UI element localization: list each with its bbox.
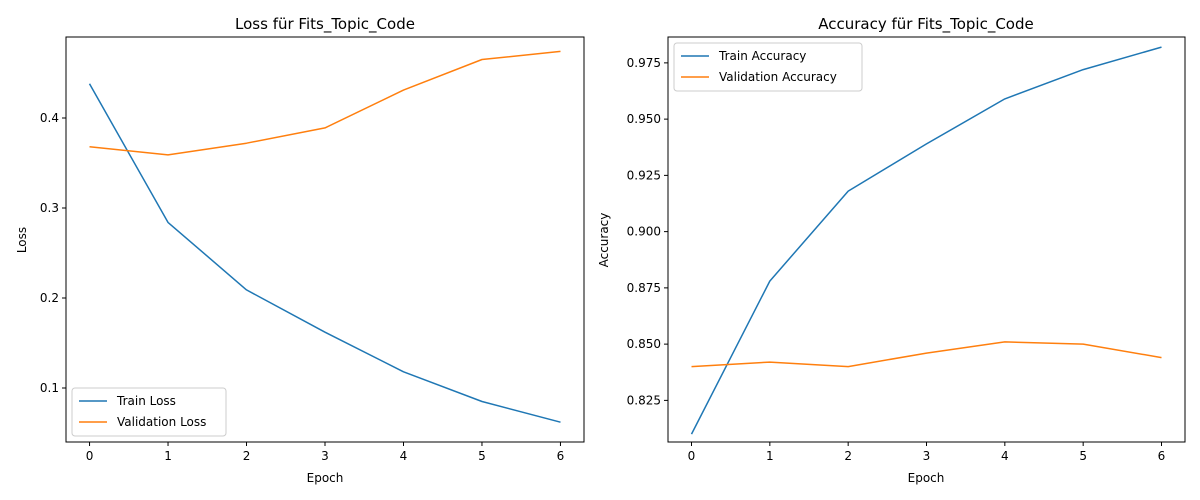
accuracy-legend-box [673, 42, 863, 92]
accuracy-x-axis-label: Epoch [908, 471, 945, 485]
accuracy-y-tick-label: 0.900 [627, 225, 661, 239]
loss-x-tick-label: 3 [321, 449, 329, 463]
loss-legend-label-train: Train Loss [116, 394, 176, 408]
loss-y-tick-label: 0.3 [40, 201, 59, 215]
loss-x-tick-label: 2 [243, 449, 251, 463]
accuracy-chart: Accuracy für Fits_Topic_Code 0 1 2 3 4 5 6 0.8… [597, 15, 1186, 485]
accuracy-y-tick-label: 0.825 [627, 393, 661, 407]
accuracy-x-tick-label: 3 [923, 449, 931, 463]
series-line-train-loss [88, 83, 561, 423]
loss-series-lines [88, 50, 561, 423]
loss-y-tick-label: 0.1 [40, 381, 59, 395]
accuracy-legend: Train Accuracy Validation Accuracy [673, 42, 863, 92]
accuracy-x-tick-label: 2 [844, 449, 852, 463]
accuracy-series-lines [690, 46, 1162, 435]
accuracy-y-tick-label: 0.975 [627, 56, 661, 70]
loss-legend-label-validation: Validation Loss [117, 415, 206, 429]
accuracy-x-tick-label: 6 [1158, 449, 1166, 463]
accuracy-y-ticks: 0.825 0.850 0.875 0.900 0.925 0.950 0.975 [627, 56, 668, 407]
loss-y-tick-label: 0.2 [40, 291, 59, 305]
loss-x-tick-label: 4 [400, 449, 408, 463]
accuracy-y-tick-label: 0.925 [627, 168, 661, 182]
loss-chart-title: Loss für Fits_Topic_Code [235, 15, 415, 34]
loss-x-axis-label: Epoch [307, 471, 344, 485]
accuracy-x-tick-label: 5 [1079, 449, 1087, 463]
accuracy-y-axis-label: Accuracy [597, 213, 611, 268]
loss-plot-frame [65, 36, 585, 443]
series-line-validation-accuracy [691, 341, 1162, 368]
series-line-validation-loss [89, 50, 561, 156]
accuracy-x-tick-label: 1 [766, 449, 774, 463]
loss-x-ticks: 0 1 2 3 4 5 6 [86, 442, 565, 463]
loss-y-ticks: 0.1 0.2 0.3 0.4 [40, 111, 66, 395]
loss-y-tick-label: 0.4 [40, 111, 59, 125]
accuracy-legend-label-train: Train Accuracy [718, 49, 806, 63]
loss-x-tick-label: 1 [164, 449, 172, 463]
accuracy-y-tick-label: 0.850 [627, 337, 661, 351]
loss-x-tick-label: 0 [86, 449, 94, 463]
loss-x-tick-label: 5 [478, 449, 486, 463]
loss-y-axis-label: Loss [15, 227, 29, 253]
accuracy-plot-frame [667, 36, 1186, 443]
accuracy-legend-label-validation: Validation Accuracy [719, 70, 837, 84]
loss-legend: Train Loss Validation Loss [71, 387, 227, 437]
loss-x-tick-label: 6 [557, 449, 565, 463]
accuracy-x-ticks: 0 1 2 3 4 5 6 [688, 442, 1166, 463]
loss-legend-box [71, 387, 227, 437]
accuracy-y-tick-label: 0.875 [627, 281, 661, 295]
accuracy-chart-title: Accuracy für Fits_Topic_Code [818, 15, 1034, 34]
accuracy-x-tick-label: 4 [1001, 449, 1009, 463]
accuracy-x-tick-label: 0 [688, 449, 696, 463]
series-line-train-accuracy [690, 46, 1162, 435]
accuracy-y-tick-label: 0.950 [627, 112, 661, 126]
